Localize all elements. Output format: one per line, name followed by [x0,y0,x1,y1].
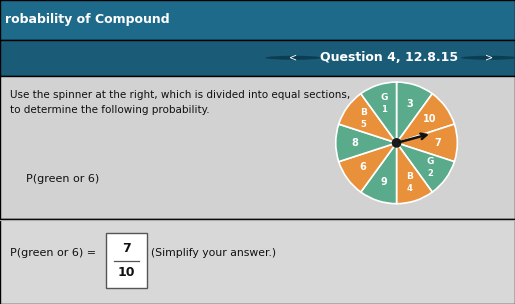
Text: 6: 6 [359,162,367,172]
Text: 10: 10 [423,114,437,124]
Text: 7: 7 [122,242,130,255]
Text: <: < [289,53,298,63]
Text: 4: 4 [406,184,413,193]
Text: Question 4, 12.8.15: Question 4, 12.8.15 [320,51,458,64]
Wedge shape [397,124,457,162]
Text: 1: 1 [381,105,387,114]
Text: 9: 9 [381,177,387,187]
Text: P(green or 6): P(green or 6) [26,174,99,184]
Text: 10: 10 [117,266,135,279]
Wedge shape [361,82,397,143]
FancyBboxPatch shape [0,0,515,40]
FancyBboxPatch shape [0,219,515,304]
Text: 2: 2 [427,169,433,178]
Wedge shape [397,94,454,143]
Circle shape [265,56,322,60]
Text: Use the spinner at the right, which is divided into equal sections,
to determine: Use the spinner at the right, which is d… [10,90,351,115]
Wedge shape [361,143,397,204]
Wedge shape [339,143,397,192]
Wedge shape [397,143,432,204]
Text: 3: 3 [406,98,413,109]
Wedge shape [397,82,432,143]
Text: B: B [406,172,413,181]
Circle shape [461,56,515,60]
FancyBboxPatch shape [0,40,515,76]
Wedge shape [336,124,397,162]
Text: 7: 7 [435,138,441,148]
Text: 5: 5 [360,120,366,129]
Text: G: G [426,157,434,166]
Wedge shape [397,143,454,192]
Text: (Simplify your answer.): (Simplify your answer.) [151,248,276,258]
Text: G: G [380,93,387,102]
Text: >: > [485,53,493,63]
Text: P(green or 6) =: P(green or 6) = [10,248,96,258]
FancyBboxPatch shape [0,76,515,219]
Circle shape [392,138,401,148]
Text: 8: 8 [352,138,358,148]
Text: robability of Compound: robability of Compound [5,13,170,26]
Wedge shape [339,94,397,143]
Text: B: B [359,108,367,117]
FancyBboxPatch shape [106,233,147,288]
